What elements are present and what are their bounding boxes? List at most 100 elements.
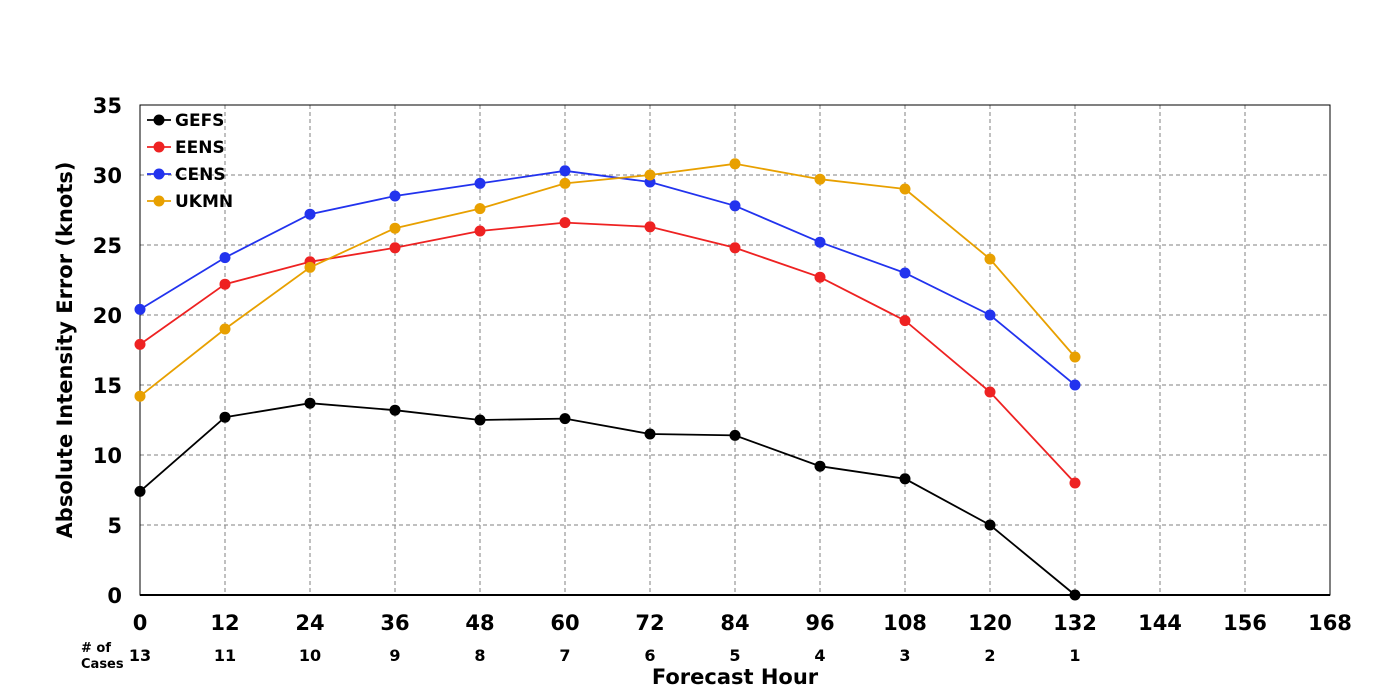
data-point xyxy=(814,271,826,283)
data-point xyxy=(219,252,231,264)
data-point xyxy=(474,203,486,215)
y-axis-title: Absolute Intensity Error (knots) xyxy=(53,162,77,539)
case-count-label: 2 xyxy=(984,646,995,665)
case-count-label: 7 xyxy=(559,646,570,665)
series-line xyxy=(139,169,1076,386)
case-count-label: 9 xyxy=(389,646,400,665)
legend-entry-eens: EENS xyxy=(147,138,225,158)
x-axis-title: Forecast Hour xyxy=(652,665,819,689)
data-point xyxy=(644,428,656,440)
x-tick-label: 120 xyxy=(968,611,1012,635)
case-count-label: 10 xyxy=(299,646,321,665)
series-line xyxy=(139,221,1076,484)
data-point xyxy=(729,242,741,254)
series-ukmn xyxy=(134,158,1081,402)
x-tick-label: 24 xyxy=(295,611,324,635)
legend-label: GEFS xyxy=(175,111,224,131)
data-point xyxy=(304,261,316,273)
data-point xyxy=(219,278,231,290)
data-point xyxy=(899,183,911,195)
legend-entry-ukmn: UKMN xyxy=(147,192,233,212)
data-point xyxy=(389,404,401,416)
data-point xyxy=(644,221,656,233)
x-tick-label: 12 xyxy=(210,611,239,635)
series-gefs xyxy=(134,397,1081,601)
data-point xyxy=(729,200,741,212)
data-point xyxy=(389,242,401,254)
case-count-label: 3 xyxy=(899,646,910,665)
legend-label: EENS xyxy=(175,138,225,158)
x-tick-label: 144 xyxy=(1138,611,1182,635)
x-tick-label: 168 xyxy=(1308,611,1352,635)
series-layer xyxy=(134,158,1081,601)
data-point xyxy=(899,267,911,279)
case-count-label: 4 xyxy=(814,646,825,665)
series-cens xyxy=(134,165,1081,391)
data-point xyxy=(474,225,486,237)
data-point xyxy=(134,303,146,315)
case-count-label: 6 xyxy=(644,646,655,665)
data-point xyxy=(984,253,996,265)
y-tick-label: 15 xyxy=(93,374,122,398)
data-point xyxy=(1069,379,1081,391)
data-point xyxy=(219,411,231,423)
data-point xyxy=(474,177,486,189)
legend-marker xyxy=(153,168,165,180)
data-point xyxy=(729,158,741,170)
cases-label-line1: # of xyxy=(81,641,111,656)
data-point xyxy=(304,397,316,409)
y-tick-label: 10 xyxy=(93,444,122,468)
legend-marker xyxy=(153,141,165,153)
case-count-label: 1 xyxy=(1069,646,1080,665)
series-line xyxy=(139,162,1076,397)
data-point xyxy=(814,173,826,185)
legend: GEFS EENS CENS UKMN xyxy=(147,111,233,212)
data-point xyxy=(984,386,996,398)
y-tick-label: 25 xyxy=(93,234,122,258)
x-tick-label: 0 xyxy=(133,611,148,635)
legend-marker xyxy=(153,114,165,126)
data-point xyxy=(899,473,911,485)
y-tick-label: 30 xyxy=(93,164,122,188)
x-tick-label: 156 xyxy=(1223,611,1267,635)
x-tick-label: 96 xyxy=(805,611,834,635)
data-point xyxy=(814,236,826,248)
data-point xyxy=(1069,351,1081,363)
data-point xyxy=(729,429,741,441)
legend-label: CENS xyxy=(175,165,226,185)
legend-entry-cens: CENS xyxy=(147,165,226,185)
series-line xyxy=(139,402,1076,596)
data-point xyxy=(984,519,996,531)
y-tick-label: 0 xyxy=(107,584,122,608)
cases-row: # of Cases 13 11 10 9 8 7 6 5 4 3 2 1 xyxy=(81,641,1081,672)
data-point xyxy=(984,309,996,321)
case-count-label: 13 xyxy=(129,646,151,665)
data-point xyxy=(559,413,571,425)
case-count-label: 5 xyxy=(729,646,740,665)
data-point xyxy=(389,190,401,202)
cases-label-line2: Cases xyxy=(81,657,124,672)
data-point xyxy=(644,169,656,181)
y-tick-label: 20 xyxy=(93,304,122,328)
data-point xyxy=(1069,589,1081,601)
data-point xyxy=(559,177,571,189)
x-tick-label: 72 xyxy=(635,611,664,635)
data-point xyxy=(559,165,571,177)
data-point xyxy=(389,222,401,234)
data-point xyxy=(814,460,826,472)
legend-entry-gefs: GEFS xyxy=(147,111,224,131)
data-point xyxy=(134,390,146,402)
data-point xyxy=(134,338,146,350)
x-tick-label: 48 xyxy=(465,611,494,635)
x-tick-label: 60 xyxy=(550,611,579,635)
y-tick-label: 35 xyxy=(93,94,122,118)
data-point xyxy=(899,315,911,327)
x-tick-label: 108 xyxy=(883,611,927,635)
x-tick-labels: 0 12 24 36 48 60 72 84 96 108 120 132 144 156 168 xyxy=(133,611,1352,635)
data-point xyxy=(559,217,571,229)
case-count-label: 11 xyxy=(214,646,236,665)
legend-label: UKMN xyxy=(175,192,233,212)
data-point xyxy=(304,208,316,220)
